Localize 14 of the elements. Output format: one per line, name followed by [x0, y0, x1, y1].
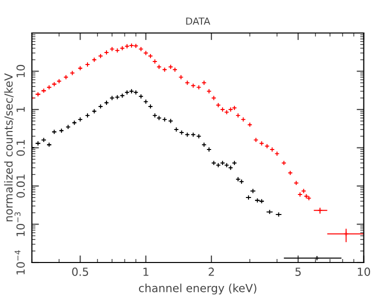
- y-tick-label: 1: [16, 106, 25, 112]
- x-tick-label: 5: [295, 268, 301, 276]
- x-tick-label: 0.5: [72, 268, 88, 276]
- y-tick-label: 10: [16, 64, 25, 78]
- x-axis-title: channel energy (keV): [138, 284, 256, 294]
- chart-title: DATA: [186, 18, 210, 25]
- y-tick-label: 0.1: [16, 140, 25, 156]
- y-tick-label: 10$^{−3}$: [14, 212, 25, 236]
- x-tick-label: 2: [208, 268, 214, 276]
- x-tick-label: 1: [144, 268, 148, 276]
- y-tick-label: 10$^{−4}$: [14, 250, 25, 274]
- y-tick-label: 0.01: [16, 174, 25, 198]
- x-tick-label: 10: [358, 268, 370, 276]
- y-axis-title: normalized counts/sec/keV: [4, 73, 14, 222]
